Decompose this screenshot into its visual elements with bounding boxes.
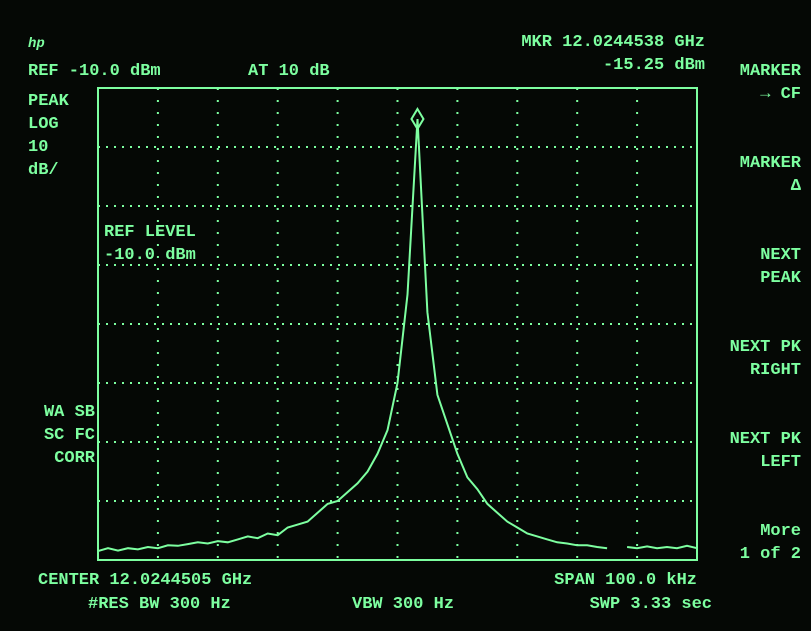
softkey-label: NEXT PK xyxy=(730,430,802,449)
scale: PEAK xyxy=(28,92,70,111)
vbw: VBW 300 Hz xyxy=(352,595,454,614)
attenuation: AT 10 dB xyxy=(248,62,330,81)
softkey-label: More xyxy=(760,522,801,541)
softkey-label: → CF xyxy=(760,85,801,104)
softkey-label: MARKER xyxy=(740,154,802,173)
ref: REF -10.0 dBm xyxy=(28,62,161,81)
scale: dB/ xyxy=(28,161,59,180)
scale: LOG xyxy=(28,115,59,134)
analyzer-screen: hp REF -10.0 dBm AT 10 dB MKR 12.0244538… xyxy=(0,0,811,631)
sweep: SWP 3.33 sec xyxy=(590,595,712,614)
softkey-label: 1 of 2 xyxy=(740,545,801,564)
flag: SC FC xyxy=(44,426,95,445)
marker-level: -15.25 dBm xyxy=(603,56,705,75)
flag: CORR xyxy=(54,449,96,468)
scale: 10 xyxy=(28,138,48,157)
ref-level: REF LEVEL xyxy=(104,223,196,242)
center: CENTER 12.0244505 GHz xyxy=(38,571,252,590)
span: SPAN 100.0 kHz xyxy=(554,571,697,590)
ref-level: -10.0 dBm xyxy=(104,246,196,265)
softkey-label: NEXT PK xyxy=(730,338,802,357)
softkey-label: MARKER xyxy=(740,62,802,81)
softkey-label: PEAK xyxy=(760,269,802,288)
marker-frequency: MKR 12.0244538 GHz xyxy=(521,33,705,52)
softkey-label: LEFT xyxy=(760,453,801,472)
softkey-label: RIGHT xyxy=(750,361,801,380)
flag: WA SB xyxy=(44,403,95,422)
logo: hp xyxy=(28,36,45,52)
softkey-label: NEXT xyxy=(760,246,801,265)
softkey-label: Δ xyxy=(791,177,802,196)
rbw: #RES BW 300 Hz xyxy=(88,595,231,614)
